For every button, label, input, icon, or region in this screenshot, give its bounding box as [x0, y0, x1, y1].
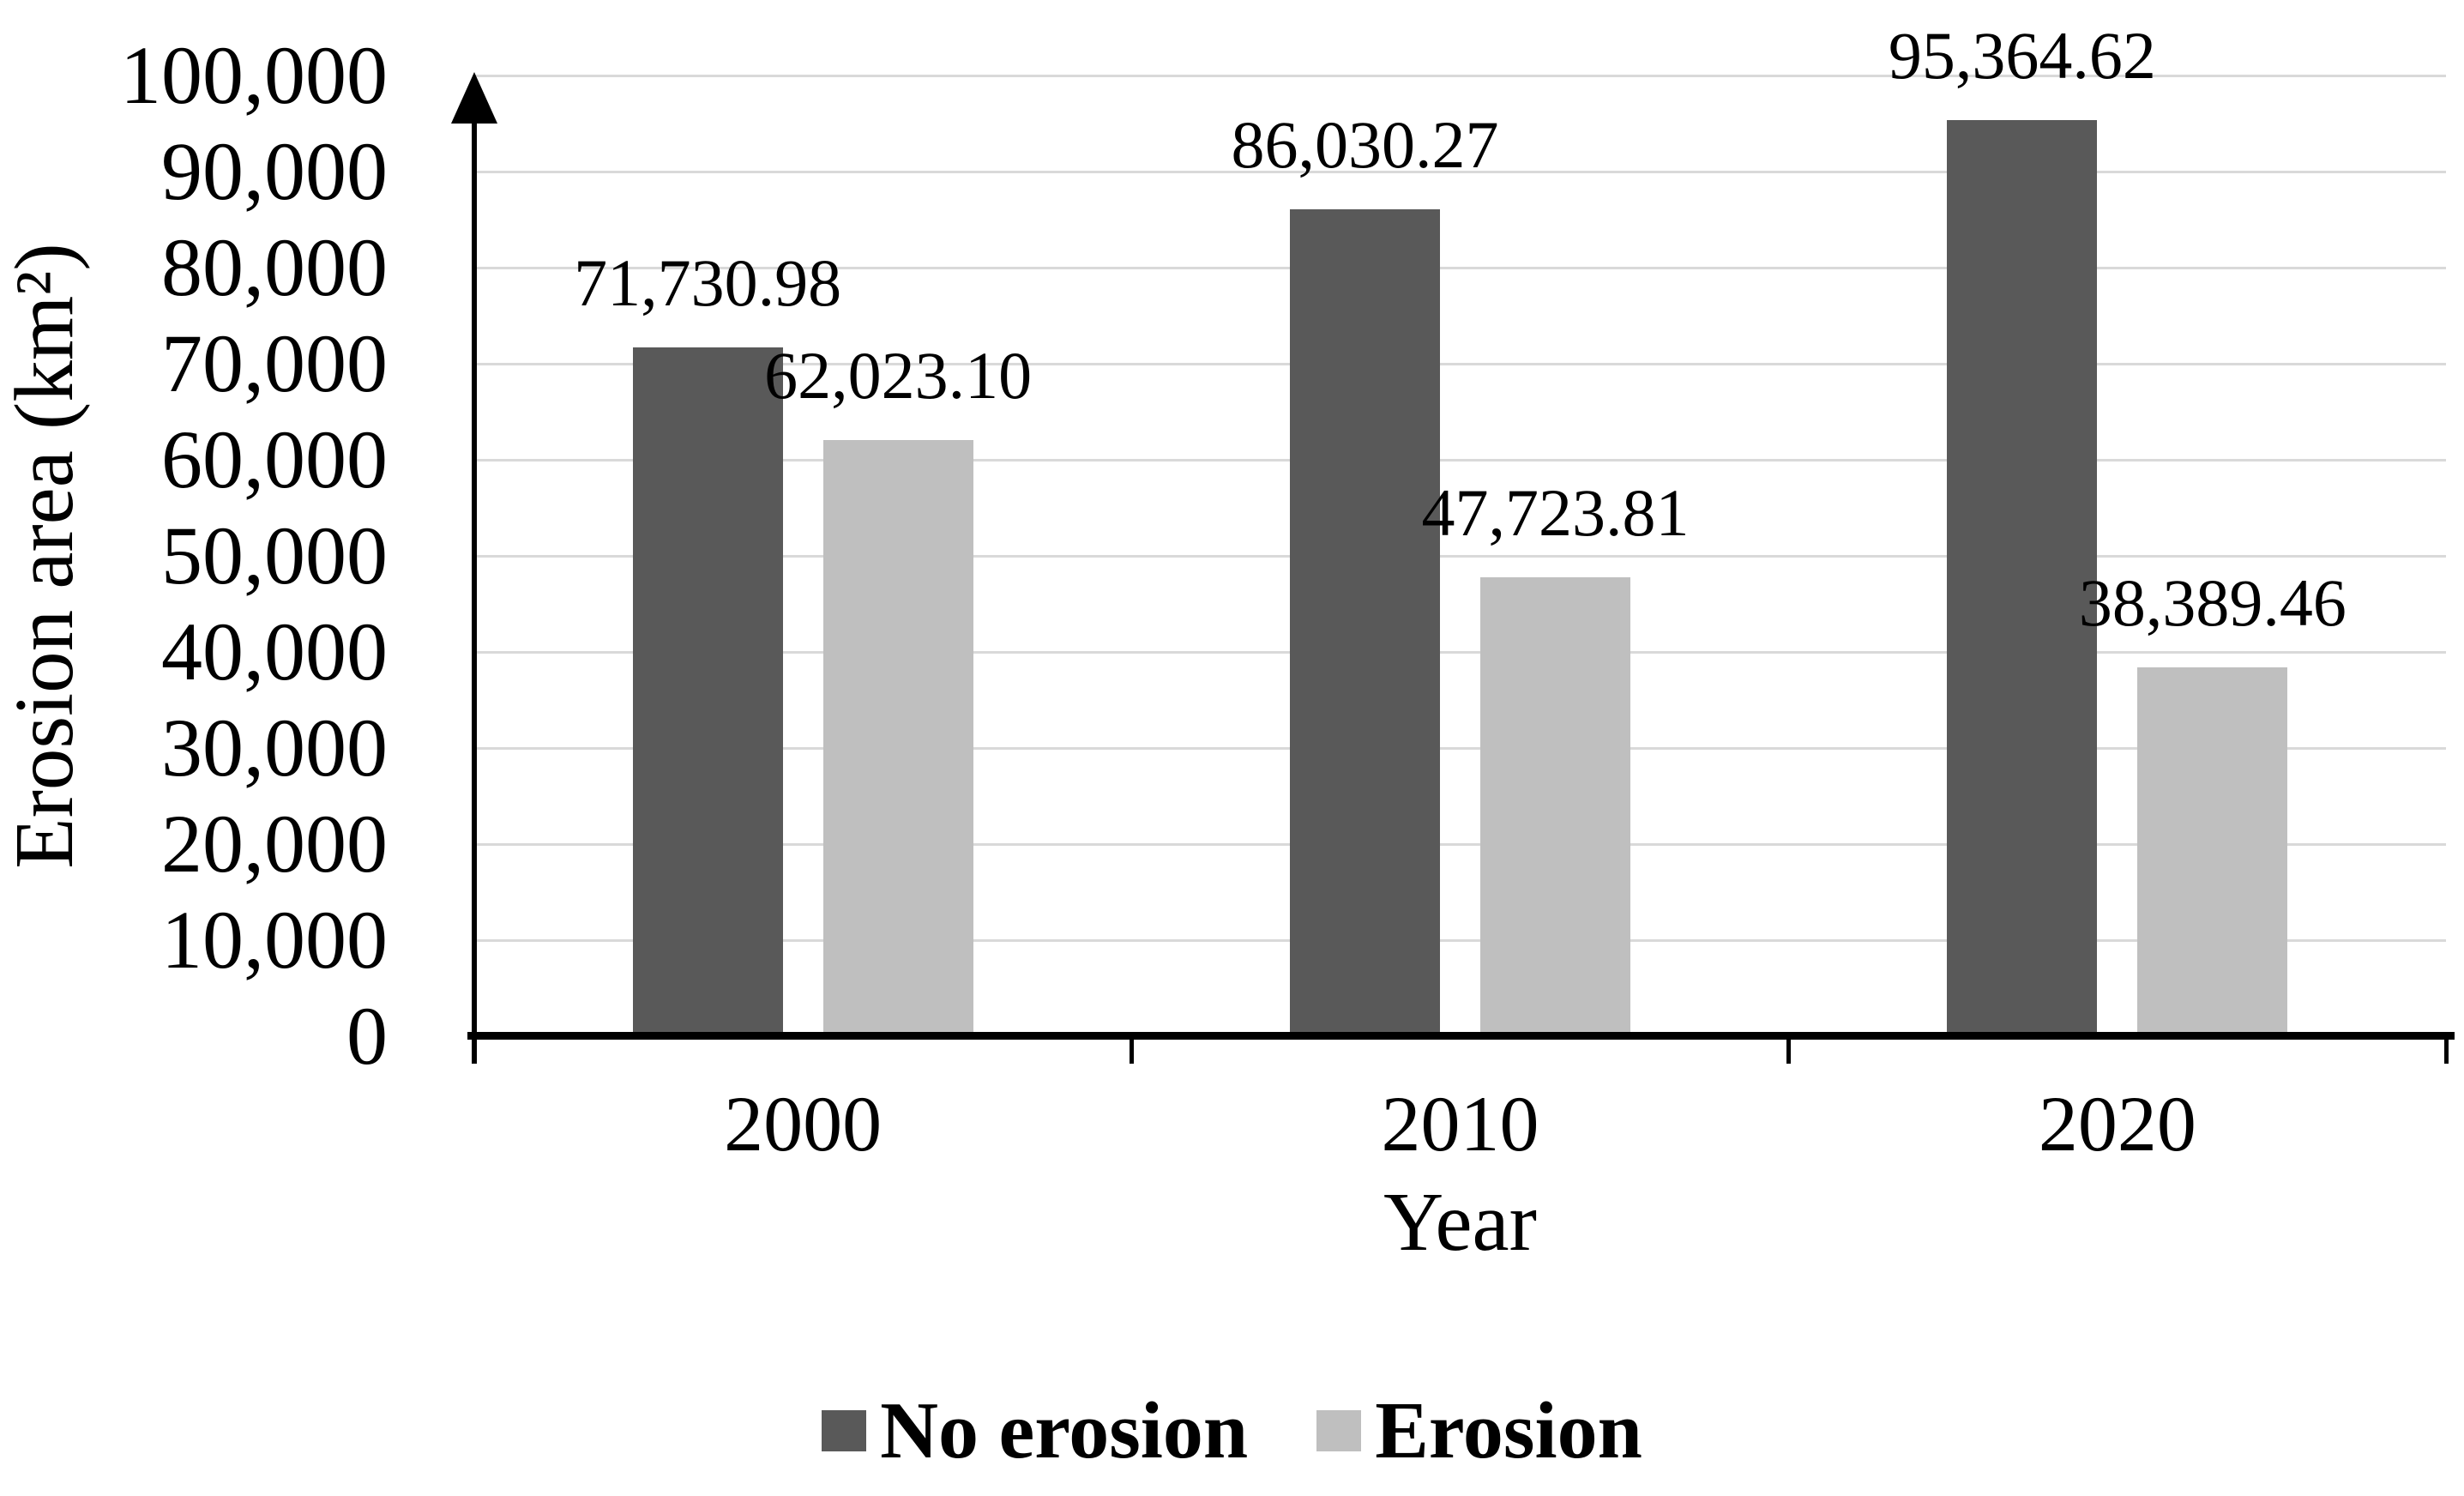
gridline	[474, 842, 2446, 846]
gridline	[474, 170, 2446, 173]
x-axis-tick-mark	[2443, 1036, 2449, 1064]
bar-no-erosion-2010	[1290, 209, 1440, 1036]
legend-item-no-erosion: No erosion	[822, 1385, 1248, 1476]
bar-value-label: 95,364.62	[1888, 17, 2156, 93]
y-tick-label: 70,000	[161, 317, 388, 409]
y-tick-label: 50,000	[161, 510, 388, 601]
x-tick-label-2020: 2020	[2038, 1080, 2196, 1167]
gridline	[474, 938, 2446, 942]
bar-value-label: 38,389.46	[2078, 565, 2347, 641]
x-tick-label-2000: 2000	[724, 1080, 883, 1167]
x-axis-title: Year	[1383, 1176, 1537, 1268]
gridline	[474, 458, 2446, 461]
bar-no-erosion-2020	[1947, 119, 2098, 1036]
gridline	[474, 74, 2446, 77]
gridline	[474, 746, 2446, 750]
x-axis-tick-mark	[1129, 1036, 1134, 1064]
y-tick-label: 90,000	[161, 125, 388, 217]
y-tick-label: 40,000	[161, 606, 388, 697]
gridline	[474, 554, 2446, 558]
x-tick-label-2010: 2010	[1381, 1080, 1539, 1167]
bar-erosion-2010	[1480, 577, 1630, 1036]
bar-value-label: 62,023.10	[764, 338, 1033, 413]
y-tick-label: 0	[346, 990, 388, 1082]
gridline	[474, 266, 2446, 269]
legend-item-erosion: Erosion	[1316, 1385, 1642, 1476]
legend-label: Erosion	[1375, 1386, 1642, 1475]
y-tick-label: 30,000	[161, 702, 388, 793]
y-tick-label: 80,000	[161, 221, 388, 313]
bar-value-label: 86,030.27	[1231, 107, 1499, 183]
bar-value-label: 71,730.98	[574, 244, 842, 320]
legend-swatch-no-erosion	[822, 1410, 867, 1451]
y-axis-line	[472, 108, 477, 1064]
bar-erosion-2020	[2137, 667, 2288, 1036]
y-tick-label: 60,000	[161, 413, 388, 505]
x-axis-tick-mark	[1786, 1036, 1792, 1064]
gridline	[474, 362, 2446, 365]
bar-no-erosion-2000	[632, 347, 783, 1036]
y-axis-arrow-icon	[451, 72, 497, 124]
y-tick-label: 10,000	[161, 894, 388, 986]
bar-erosion-2000	[822, 440, 973, 1036]
bar-value-label: 47,723.81	[1421, 475, 1690, 551]
x-axis-line	[467, 1032, 2455, 1040]
x-axis-tick-mark	[472, 1036, 477, 1064]
legend-swatch-erosion	[1316, 1410, 1362, 1451]
legend-label: No erosion	[880, 1386, 1249, 1475]
gridline	[474, 650, 2446, 654]
y-tick-label: 20,000	[161, 798, 388, 890]
y-tick-label: 100,000	[120, 29, 388, 121]
legend: No erosion Erosion	[0, 1385, 2464, 1476]
